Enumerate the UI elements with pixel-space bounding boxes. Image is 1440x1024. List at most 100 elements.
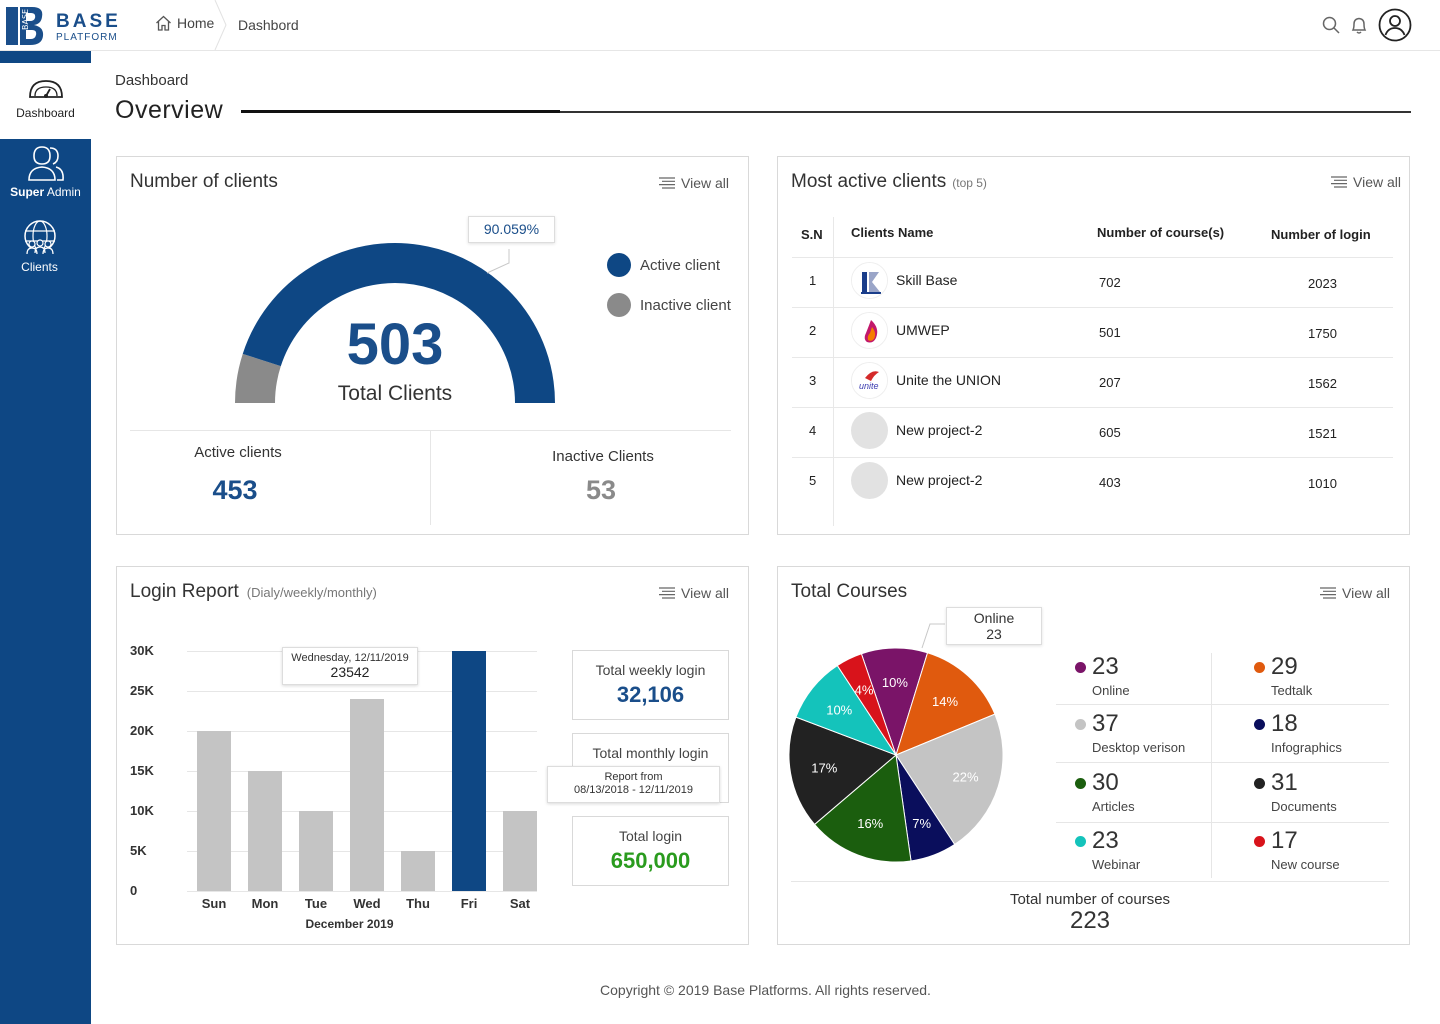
skillbase-logo: [851, 262, 888, 299]
sidebar-item-clients[interactable]: Clients: [0, 219, 91, 289]
table-column-divider: [833, 217, 834, 526]
login-view-all-link[interactable]: View all: [659, 585, 729, 601]
pie-callout-leader: [921, 623, 945, 649]
login-bar-chart: 0 5K 10K 15K 20K 25K 30K Sun Mon Tue Wed Thu Fri Sat D…: [117, 567, 557, 946]
pie-slice[interactable]: [895, 713, 1004, 846]
courses-view-all-label: View all: [1342, 585, 1390, 601]
course-type-name: Tedtalk: [1271, 683, 1313, 698]
sidebar-item-super-admin[interactable]: Super Admin: [0, 144, 91, 214]
col-header-logins: Number of login: [1271, 227, 1371, 242]
pie-slice-label: 17%: [811, 760, 837, 775]
row-course-count: 605: [1099, 425, 1121, 440]
home-icon: [156, 15, 171, 31]
search-icon[interactable]: [1320, 14, 1342, 36]
bar-mon[interactable]: [248, 771, 282, 891]
total-login-box: Total login 650,000: [572, 816, 729, 886]
bell-icon[interactable]: [1348, 14, 1370, 36]
top-bar: BASE BASE PLATFORM Home Dashbord: [0, 0, 1440, 51]
row-sn: 1: [809, 273, 817, 288]
y-tick-label: 10K: [130, 803, 154, 818]
inactive-clients-value: 53: [585, 475, 617, 505]
brand-name: BASE: [56, 11, 121, 32]
legend-inactive: Inactive client: [607, 293, 731, 317]
total-clients-value: 503: [346, 312, 444, 377]
x-tick-label: Tue: [304, 896, 328, 911]
active-clients-view-all-label: View all: [1353, 174, 1401, 190]
breadcrumb-home[interactable]: Home: [155, 15, 214, 31]
footer-copyright: Copyright © 2019 Base Platforms. All rig…: [600, 982, 931, 998]
clients-view-all-label: View all: [681, 175, 729, 191]
course-type-item: 23 Online: [1075, 653, 1225, 698]
table-row-divider: [792, 407, 1393, 408]
course-type-count: 18: [1271, 710, 1298, 737]
avatar-placeholder: [851, 462, 888, 499]
course-type-count: 23: [1092, 827, 1119, 854]
row-client-name[interactable]: Unite the UNION: [896, 372, 1002, 388]
bar-tooltip-date: Wednesday, 12/11/2019: [291, 652, 409, 664]
bar-wed[interactable]: [350, 699, 384, 891]
course-type-swatch: [1075, 718, 1086, 730]
y-tick-label: 5K: [130, 843, 147, 858]
globe-people-icon: [24, 220, 56, 255]
course-type-swatch: [1254, 661, 1265, 673]
pie-slice[interactable]: [895, 652, 996, 756]
y-tick-label: 25K: [130, 683, 154, 698]
report-range-value: 08/13/2018 - 12/11/2019: [573, 784, 694, 796]
bar-tue[interactable]: [299, 811, 333, 891]
grid-line: [187, 691, 537, 692]
sidebar-item-dashboard[interactable]: Dashboard: [0, 63, 91, 139]
monthly-login-label: Total monthly login: [592, 745, 709, 761]
page-subtitle: Dashboard: [115, 72, 189, 89]
table-row-divider: [792, 457, 1393, 458]
active-clients-view-all-link[interactable]: View all: [1331, 174, 1401, 190]
course-type-swatch: [1254, 718, 1265, 730]
clients-gauge: [235, 243, 555, 404]
bar-sat[interactable]: [503, 811, 537, 891]
list-icon: [659, 177, 675, 189]
col-header-client-name: Clients Name: [851, 225, 934, 240]
row-sn: 2: [809, 323, 817, 338]
x-tick-label: Sat: [509, 896, 531, 911]
row-login-count: 1521: [1308, 426, 1337, 441]
bar-sun[interactable]: [197, 731, 231, 891]
total-courses-value: 223: [1069, 907, 1111, 934]
row-sn: 3: [809, 373, 817, 388]
gauge-icon: [28, 80, 63, 98]
active-clients-card-title: Most active clients (top 5): [791, 171, 987, 192]
x-tick-label: Mon: [251, 896, 279, 911]
row-client-name[interactable]: UMWEP: [896, 322, 950, 338]
course-type-name: Desktop verison: [1092, 740, 1186, 755]
sidebar: Dashboard Super Admin Clients: [0, 51, 91, 1024]
unite-logo: unite: [851, 362, 888, 399]
row-client-name[interactable]: New project-2: [896, 472, 983, 488]
login-view-all-label: View all: [681, 585, 729, 601]
row-course-count: 207: [1099, 375, 1121, 390]
total-login-label: Total login: [618, 828, 683, 844]
weekly-login-value: 32,106: [616, 682, 685, 707]
row-client-name[interactable]: Skill Base: [896, 272, 958, 288]
table-row-divider: [792, 357, 1393, 358]
y-tick-label: 30K: [130, 643, 154, 658]
svg-text:BASE: BASE: [21, 9, 30, 30]
inactive-clients-label: Inactive Clients: [552, 448, 654, 465]
course-type-swatch: [1075, 777, 1086, 789]
course-type-name: New course: [1271, 857, 1340, 872]
pie-callout-label: Online: [973, 610, 1015, 626]
bar-thu[interactable]: [401, 851, 435, 891]
clients-view-all-link[interactable]: View all: [659, 175, 729, 191]
clients-stats-divider: [130, 430, 731, 431]
breadcrumb-home-label: Home: [177, 15, 215, 31]
course-type-count: 37: [1092, 710, 1119, 737]
user-avatar-icon[interactable]: [1378, 8, 1412, 42]
courses-view-all-link[interactable]: View all: [1320, 585, 1390, 601]
pie-slice[interactable]: [836, 653, 897, 756]
brand-logo[interactable]: BASE BASE PLATFORM: [6, 5, 118, 47]
report-range-tooltip: Report from 08/13/2018 - 12/11/2019: [547, 766, 720, 803]
pie-slice[interactable]: [788, 716, 897, 826]
x-tick-label: Sun: [201, 896, 227, 911]
bar-fri[interactable]: [452, 651, 486, 891]
legend-active: Active client: [607, 253, 720, 277]
pie-slice[interactable]: [813, 754, 912, 863]
bar-tooltip-value: 23542: [330, 664, 370, 680]
row-client-name[interactable]: New project-2: [896, 422, 983, 438]
